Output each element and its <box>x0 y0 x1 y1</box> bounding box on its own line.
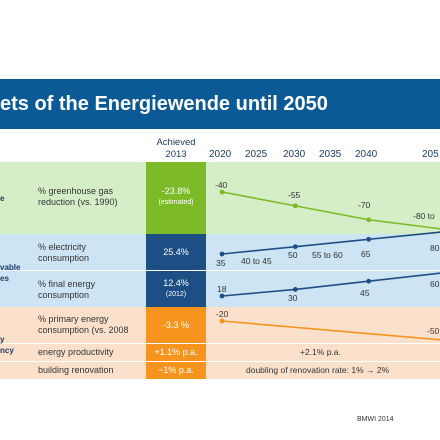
title-bar: ets of the Energiewende until 2050 <box>0 79 440 129</box>
achieved-header-label: Achieved <box>156 137 196 148</box>
achieved-header: Achieved 2013 <box>146 137 206 161</box>
year-2035: 2035 <box>319 149 342 160</box>
primary-energy-achieved-value: -3.3 % <box>162 320 189 330</box>
ghg-2030-label: -55 <box>288 190 301 200</box>
final-energy-achieved-value: 12.4% <box>163 278 189 288</box>
electricity-achieved-box: 25.4% <box>146 234 206 270</box>
series-2-point-0 <box>219 293 225 299</box>
electricity-2020-label: 35 <box>216 258 226 268</box>
series-1-point-0 <box>219 251 225 257</box>
year-2050: 205 <box>422 149 439 160</box>
final-energy-2020-label: 18 <box>217 284 227 294</box>
electricity-2050-label: 80 <box>430 243 440 253</box>
primary-energy-2050-label: -50 <box>427 326 440 336</box>
renovation-target: doubling of renovation rate: 1% → 2% <box>246 365 390 375</box>
final-energy-2040-label: 45 <box>360 288 370 298</box>
source-credit: BMWI 2014 <box>357 416 394 423</box>
section-renewables-2: es <box>0 274 9 283</box>
renovation-achieved-box: ~1% p.a. <box>146 362 206 379</box>
series-line-2 <box>221 272 440 297</box>
series-line-0 <box>221 191 440 230</box>
series-0-point-2 <box>366 217 372 223</box>
electricity-label-line2: consumption <box>38 253 90 263</box>
year-2040: 2040 <box>355 149 378 160</box>
series-line-3 <box>221 320 440 341</box>
ghg-2050-label: -80 to <box>413 211 435 221</box>
primary-energy-label: % primary energy consumption (vs. 2008 <box>38 314 129 336</box>
row-divider <box>0 270 440 271</box>
final-energy-label-line1: % final energy <box>38 279 96 289</box>
section-efficiency-2: ncy <box>0 346 14 355</box>
electricity-label-line1: % electricity <box>38 242 87 252</box>
electricity-2030-label: 50 <box>288 250 298 260</box>
electricity-label: % electricity consumption <box>38 242 89 264</box>
series-0-point-1 <box>292 203 298 209</box>
primary-energy-label-line2: consumption (vs. 2008 <box>38 325 129 335</box>
productivity-label: energy productivity <box>38 347 114 357</box>
section-renewables-1: vable <box>0 263 21 272</box>
renovation-achieved-value: ~1% p.a. <box>158 365 194 375</box>
year-2030: 2030 <box>283 149 306 160</box>
ghg-achieved-box: -23.8% (estimated) <box>146 162 206 234</box>
series-3-point-0 <box>219 318 225 324</box>
electricity-2035-label: 55 to 60 <box>312 250 343 260</box>
ghg-label: % greenhouse gas reduction (vs. 1990) <box>38 186 118 208</box>
series-line-1 <box>221 231 440 255</box>
series-2-point-2 <box>366 278 372 284</box>
achieved-header-year: 2013 <box>165 149 187 160</box>
ghg-achieved-note: (estimated) <box>158 199 194 206</box>
final-energy-achieved-note: (2012) <box>165 291 187 298</box>
electricity-2025-label: 40 to 45 <box>241 256 272 266</box>
renovation-label: building renovation <box>38 365 114 375</box>
final-energy-2030-label: 30 <box>288 293 298 303</box>
ghg-2020-label: -40 <box>215 180 228 190</box>
final-energy-label: % final energy consumption <box>38 279 95 301</box>
electricity-achieved-value: 25.4% <box>163 247 189 257</box>
productivity-achieved-box: +1.1% p.a. <box>146 344 206 361</box>
final-energy-label-line2: consumption <box>38 290 90 300</box>
productivity-achieved-value: +1.1% p.a. <box>154 347 198 357</box>
row-divider <box>0 343 440 344</box>
primary-energy-achieved-box: -3.3 % <box>146 307 206 343</box>
year-2025: 2025 <box>245 149 268 160</box>
year-2020: 2020 <box>209 149 232 160</box>
final-energy-achieved-box: 12.4% (2012) <box>146 271 206 307</box>
row-divider <box>0 361 440 362</box>
ghg-achieved-value: -23.8% <box>161 186 191 196</box>
primary-energy-2020-label: -20 <box>216 309 229 319</box>
series-0-point-0 <box>219 189 225 195</box>
ghg-label-line2: reduction (vs. 1990) <box>38 197 118 207</box>
series-2-point-1 <box>292 287 298 292</box>
ghg-row-bg <box>0 162 440 234</box>
primary-energy-label-line1: % primary energy <box>38 314 109 324</box>
series-1-point-2 <box>366 236 372 242</box>
section-ghg: e <box>0 194 5 203</box>
section-efficiency-1: y <box>0 335 5 344</box>
ghg-label-line1: % greenhouse gas <box>38 186 114 196</box>
electricity-2040-label: 65 <box>361 249 371 259</box>
ghg-2040-label: -70 <box>358 200 371 210</box>
productivity-target: +2.1% p.a. <box>300 347 341 357</box>
series-1-point-1 <box>292 244 298 250</box>
final-energy-2050-label: 60 <box>430 279 440 289</box>
page-title: ets of the Energiewende until 2050 <box>0 93 328 115</box>
